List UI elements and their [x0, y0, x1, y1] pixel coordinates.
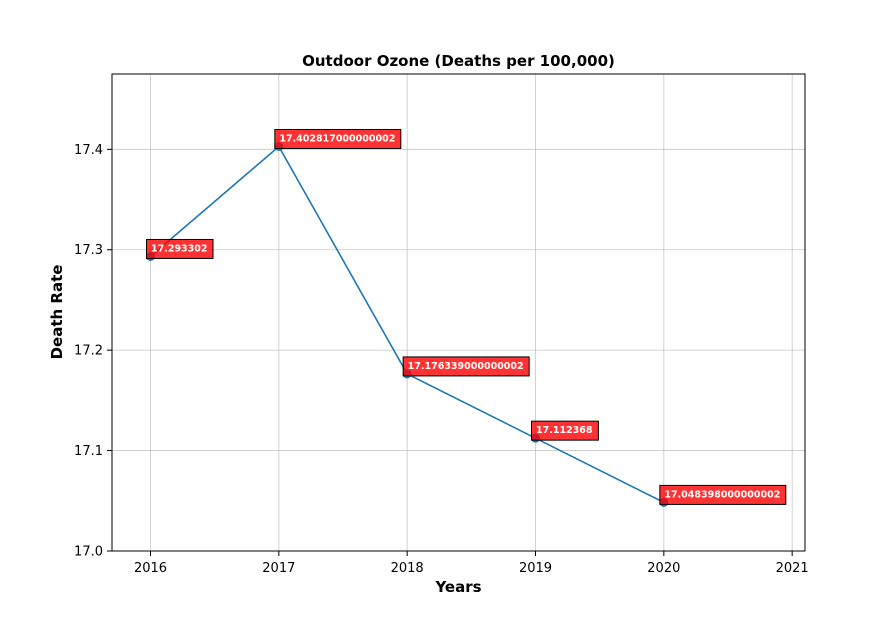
x-tick-label: 2017	[262, 561, 295, 576]
x-axis-label: Years	[434, 578, 481, 596]
data-label-text: 17.112368	[536, 425, 593, 436]
data-label-box	[659, 484, 787, 505]
data-label: 17.402817000000002	[274, 128, 402, 149]
x-tick-label: 2019	[519, 561, 552, 576]
data-label-box	[402, 356, 530, 377]
data-label-text: 17.402817000000002	[279, 133, 395, 144]
data-labels: 17.293302 17.402817000000002 17.1763390000…	[146, 128, 787, 505]
chart-title: Outdoor Ozone (Deaths per 100,000)	[302, 52, 615, 70]
data-label: 17.176339000000002	[402, 356, 530, 377]
x-tick-label: 2020	[647, 561, 680, 576]
data-label: 17.048398000000002	[659, 484, 787, 505]
y-tick-label: 17.4	[74, 143, 103, 158]
y-axis-ticks: 17.0 17.1 17.2 17.3 17.4	[74, 143, 112, 560]
x-tick-label: 2016	[134, 561, 167, 576]
data-label-text: 17.048398000000002	[664, 489, 780, 500]
data-label-text: 17.293302	[151, 243, 208, 254]
x-tick-label: 2018	[391, 561, 424, 576]
data-label-box	[274, 128, 402, 149]
y-axis-label: Death Rate	[48, 265, 66, 360]
data-label-box	[531, 420, 599, 441]
y-tick-label: 17.1	[74, 444, 103, 459]
y-tick-label: 17.3	[74, 243, 103, 258]
x-tick-label: 2021	[776, 561, 809, 576]
data-label: 17.112368	[531, 420, 599, 441]
y-tick-label: 17.2	[74, 344, 103, 359]
plot-frame	[111, 73, 806, 552]
data-label: 17.293302	[146, 238, 214, 259]
data-label-box	[146, 238, 214, 259]
x-axis-ticks: 2016 2017 2018 2019 2020 2021	[134, 551, 809, 576]
y-tick-label: 17.0	[74, 545, 103, 560]
data-label-text: 17.176339000000002	[408, 361, 524, 372]
